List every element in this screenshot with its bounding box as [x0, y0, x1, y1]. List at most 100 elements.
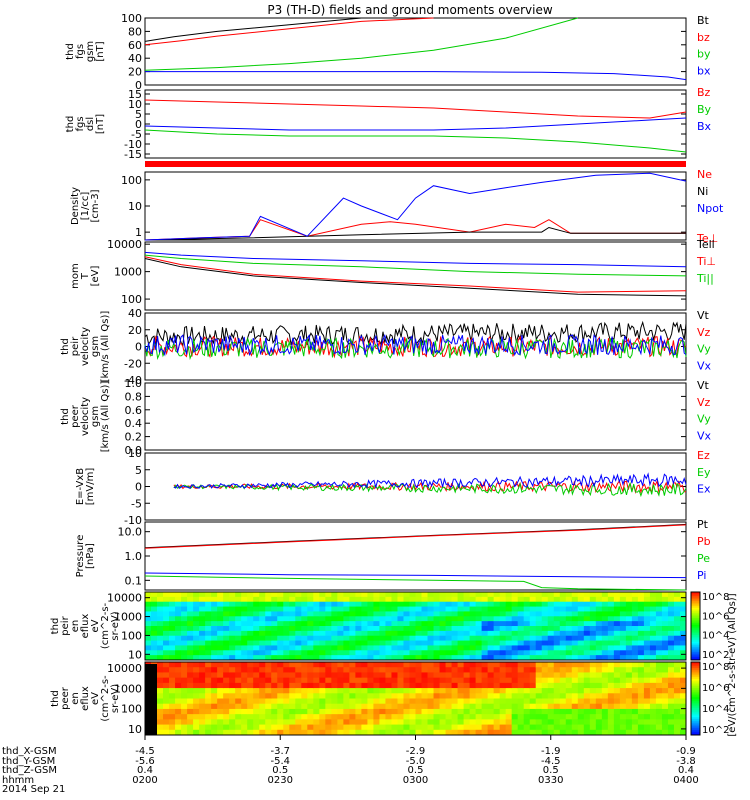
- heatmap-cell: [175, 719, 182, 726]
- heatmap-cell: [247, 640, 254, 646]
- heatmap-cell: [193, 714, 200, 720]
- heatmap-cell: [385, 616, 392, 622]
- heatmap-cell: [391, 606, 398, 612]
- heatmap-cell: [541, 630, 549, 637]
- heatmap-cell: [487, 611, 495, 617]
- heatmap-cell: [547, 698, 555, 705]
- heatmap-cell: [565, 616, 573, 622]
- heatmap-cell: [493, 708, 501, 715]
- heatmap-cell: [535, 640, 543, 646]
- heatmap-cell: [607, 655, 615, 661]
- heatmap-cell: [667, 626, 675, 632]
- heatmap-cell: [553, 650, 561, 656]
- heatmap-cell: [289, 645, 296, 651]
- colorbar-cell: [691, 609, 700, 612]
- heatmap-cell: [379, 729, 386, 736]
- heatmap-cell: [439, 645, 447, 651]
- heatmap-cell: [361, 645, 368, 651]
- heatmap-cell: [619, 677, 627, 684]
- heatmap-cell: [295, 640, 302, 646]
- heatmap-cell: [277, 640, 284, 646]
- heatmap-cell: [535, 601, 543, 608]
- heatmap-cell: [499, 635, 507, 642]
- heatmap-cell: [637, 703, 645, 710]
- heatmap-cell: [541, 693, 549, 699]
- heatmap-cell: [175, 655, 182, 661]
- heatmap-cell: [667, 596, 675, 603]
- heatmap-cell: [361, 596, 368, 603]
- heatmap-cell: [583, 714, 591, 720]
- heatmap-cell: [337, 640, 344, 646]
- heatmap-cell: [661, 714, 669, 720]
- heatmap-cell: [217, 719, 224, 726]
- heatmap-cell: [229, 719, 236, 726]
- heatmap-cell: [559, 672, 567, 679]
- heatmap-cell: [523, 655, 531, 661]
- heatmap-cell: [205, 592, 212, 598]
- heatmap-cell: [271, 596, 278, 603]
- heatmap-cell: [619, 621, 627, 627]
- heatmap-cell: [271, 626, 278, 632]
- heatmap-cell: [373, 729, 380, 736]
- heatmap-cell: [481, 645, 489, 651]
- heatmap-cell: [655, 703, 663, 710]
- heatmap-cell: [403, 630, 410, 637]
- heatmap-cell: [187, 729, 194, 736]
- heatmap-cell: [169, 655, 176, 661]
- heatmap-cell: [421, 650, 429, 656]
- heatmap-cell: [649, 703, 657, 710]
- heatmap-cell: [163, 662, 170, 668]
- heatmap-cell: [253, 703, 260, 710]
- heatmap-cell: [157, 655, 164, 661]
- heatmap-cell: [595, 688, 603, 694]
- heatmap-cell: [259, 601, 266, 608]
- heatmap-cell: [205, 677, 212, 684]
- heatmap-cell: [175, 621, 182, 627]
- heatmap-cell: [553, 682, 561, 689]
- heatmap-cell: [199, 677, 206, 684]
- heatmap-cell: [487, 719, 495, 726]
- heatmap-cell: [661, 662, 669, 668]
- heatmap-cell: [475, 698, 483, 705]
- heatmap-cell: [193, 667, 200, 673]
- chart-title: P3 (TH-D) fields and ground moments over…: [267, 3, 552, 17]
- series-Pe: [144, 575, 687, 591]
- heatmap-cell: [463, 724, 471, 731]
- heatmap-cell: [529, 703, 537, 710]
- heatmap-cell: [595, 621, 603, 627]
- heatmap-cell: [469, 655, 477, 661]
- heatmap-cell: [409, 596, 416, 603]
- heatmap-cell: [241, 611, 248, 617]
- heatmap-cell: [493, 662, 501, 668]
- heatmap-cell: [319, 693, 326, 699]
- heatmap-cell: [619, 655, 627, 661]
- heatmap-cell: [409, 606, 416, 612]
- heatmap-cell: [397, 601, 404, 608]
- heatmap-cell: [505, 724, 513, 731]
- panel-mode_bar: [145, 161, 686, 167]
- heatmap-cell: [391, 616, 398, 622]
- heatmap-cell: [157, 677, 164, 684]
- heatmap-cell: [589, 616, 597, 622]
- heatmap-cell: [169, 682, 176, 689]
- heatmap-cell: [325, 724, 332, 731]
- heatmap-cell: [349, 662, 356, 668]
- heatmap-cell: [397, 703, 404, 710]
- heatmap-cell: [577, 672, 585, 679]
- heatmap-cell: [475, 635, 483, 642]
- heatmap-cell: [607, 662, 615, 668]
- heatmap-cell: [505, 688, 513, 694]
- heatmap-cell: [379, 677, 386, 684]
- heatmap-cell: [307, 729, 314, 736]
- heatmap-cell: [169, 662, 176, 668]
- heatmap-cell: [283, 688, 290, 694]
- legend-entry: Vt: [697, 309, 710, 322]
- y-tick-label: 1.0: [125, 377, 143, 390]
- heatmap-cell: [169, 708, 176, 715]
- heatmap-cell: [487, 630, 495, 637]
- heatmap-cell: [433, 708, 441, 715]
- heatmap-cell: [379, 621, 386, 627]
- heatmap-cell: [577, 682, 585, 689]
